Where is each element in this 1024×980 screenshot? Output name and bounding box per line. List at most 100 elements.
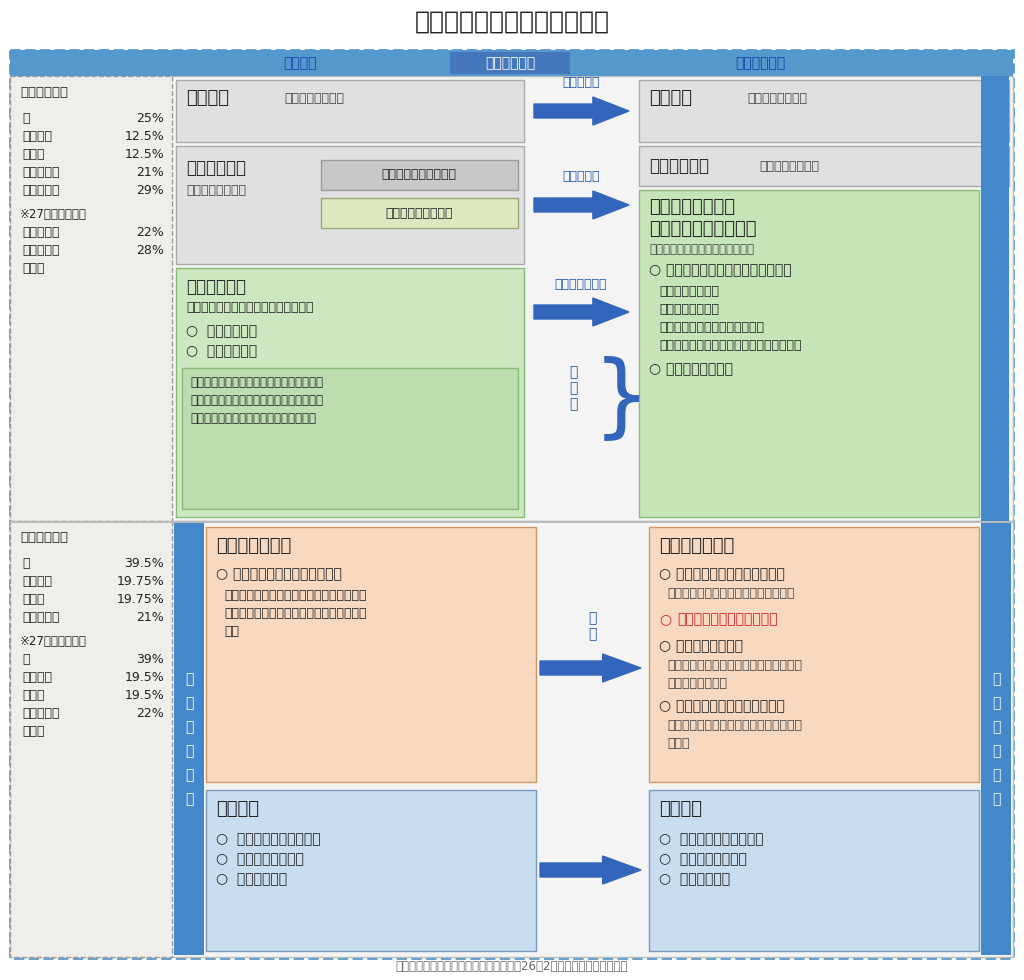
Text: 介護給付: 介護給付: [649, 89, 692, 107]
Text: 「介護保険制度の改定案について」平成26年2月厚生労働省老健局より: 「介護保険制度の改定案について」平成26年2月厚生労働省老健局より: [395, 959, 629, 972]
Text: に変更: に変更: [22, 262, 44, 275]
Text: （要介護１〜５）: （要介護１〜５）: [746, 91, 807, 105]
Text: 訪問介護、通所介護: 訪問介護、通所介護: [385, 207, 453, 220]
Bar: [176, 268, 524, 517]
Text: 新しい地域支援事業の全体像: 新しい地域支援事業の全体像: [415, 10, 609, 34]
Text: 都道府県: 都道府県: [22, 130, 52, 143]
Text: 支援: 支援: [224, 625, 239, 638]
Text: 【財源構成】: 【財源構成】: [20, 531, 68, 544]
Text: 置等）: 置等）: [667, 737, 689, 750]
Text: 支援者向け事業、介護予防支援事業。）: 支援者向け事業、介護予防支援事業。）: [190, 412, 316, 425]
Bar: [182, 368, 518, 509]
Text: ・介護予防ケアマネジメント、総合相談支: ・介護予防ケアマネジメント、総合相談支: [224, 589, 367, 602]
Bar: [176, 80, 524, 142]
Text: ○  その他の事業: ○ その他の事業: [216, 872, 287, 886]
Text: ○: ○: [659, 612, 671, 626]
Text: 地
域
支
援
事
業: 地 域 支 援 事 業: [992, 672, 1000, 806]
Bar: [10, 521, 1013, 957]
Text: １号保険料: １号保険料: [22, 166, 59, 179]
Text: 地
域
支
援
事
業: 地 域 支 援 事 業: [184, 672, 194, 806]
Text: に変更: に変更: [22, 725, 44, 738]
Text: 都道府県: 都道府県: [22, 671, 52, 684]
Text: （コーディネーターの配置、協議体の設: （コーディネーターの配置、協議体の設: [667, 719, 802, 732]
Text: 28%: 28%: [136, 244, 164, 257]
Text: 国: 国: [22, 557, 30, 570]
Text: 事業に移行: 事業に移行: [562, 171, 600, 183]
Bar: [649, 790, 979, 951]
Polygon shape: [534, 298, 629, 326]
Text: ○  二次予防事業: ○ 二次予防事業: [186, 324, 257, 338]
Text: 市町村: 市町村: [22, 593, 44, 606]
Text: ※27年度以降は、: ※27年度以降は、: [20, 208, 87, 221]
Bar: [639, 190, 979, 517]
Text: 包括的支援事業: 包括的支援事業: [659, 537, 734, 555]
Text: 市町村: 市町村: [22, 689, 44, 702]
Text: ○ 介護予防・生活支援サービス事業: ○ 介護予防・生活支援サービス事業: [649, 263, 792, 277]
Text: 19.75%: 19.75%: [117, 593, 164, 606]
Text: は、上記の他、生活支援サービスを含む要: は、上記の他、生活支援サービスを含む要: [190, 394, 323, 407]
Text: 又は介護予防・日常生活支援総合事業: 又は介護予防・日常生活支援総合事業: [186, 301, 313, 314]
Text: （要支援１〜２）: （要支援１〜２）: [186, 183, 246, 197]
Text: ・訪問型サービス: ・訪問型サービス: [659, 285, 719, 298]
Text: 12.5%: 12.5%: [124, 148, 164, 161]
Text: ２号保険料: ２号保険料: [22, 244, 59, 257]
Text: （要支援１〜２、それ以外の者）: （要支援１〜２、それ以外の者）: [649, 243, 754, 256]
Bar: [174, 523, 204, 955]
Text: １号保険料: １号保険料: [22, 611, 59, 624]
Text: 19.5%: 19.5%: [124, 671, 164, 684]
Polygon shape: [534, 97, 629, 125]
Text: 21%: 21%: [136, 166, 164, 179]
Text: 多
様
化: 多 様 化: [568, 365, 578, 412]
Bar: [176, 146, 524, 264]
Text: 日常生活支援総合事業: 日常生活支援総合事業: [649, 220, 757, 238]
Text: ○  介護給付費適正化事業: ○ 介護給付費適正化事業: [659, 832, 764, 846]
Text: （要介護１〜５）: （要介護１〜５）: [284, 91, 344, 105]
Text: 39%: 39%: [136, 653, 164, 666]
Text: ○  その他の事業: ○ その他の事業: [659, 872, 730, 886]
Polygon shape: [540, 654, 641, 682]
Bar: [321, 198, 518, 228]
Text: ＜見直し後＞: ＜見直し後＞: [735, 56, 785, 70]
Text: ＜現行＞: ＜現行＞: [284, 56, 316, 70]
Text: 39.5%: 39.5%: [124, 557, 164, 570]
Text: 訪問看護、福祉用具等: 訪問看護、福祉用具等: [382, 169, 457, 181]
Text: ※27年度以降は、: ※27年度以降は、: [20, 635, 87, 648]
Text: １号保険料: １号保険料: [22, 226, 59, 239]
Text: 介護保険制度: 介護保険制度: [485, 56, 536, 70]
Text: 12.5%: 12.5%: [124, 130, 164, 143]
Text: 介護予防事業: 介護予防事業: [186, 278, 246, 296]
Text: 【財源構成】: 【財源構成】: [20, 86, 68, 99]
Text: （介護予防・日常生活支援総合事業の場合: （介護予防・日常生活支援総合事業の場合: [190, 376, 323, 389]
Bar: [10, 521, 172, 957]
Text: 29%: 29%: [136, 184, 164, 197]
Text: 在宅医療・介護連携の推進: 在宅医療・介護連携の推進: [677, 612, 777, 626]
Text: 介護給付: 介護給付: [186, 89, 229, 107]
Text: 包括的支援事業: 包括的支援事業: [216, 537, 291, 555]
Text: 国: 国: [22, 112, 30, 125]
Text: 介護予防給付: 介護予防給付: [186, 159, 246, 177]
Text: 市町村: 市町村: [22, 148, 44, 161]
Text: 22%: 22%: [136, 707, 164, 720]
Bar: [450, 52, 570, 74]
Text: ○ 認知症施策の推進: ○ 認知症施策の推進: [659, 639, 743, 653]
Text: 19.5%: 19.5%: [124, 689, 164, 702]
Text: 全市町村で実施: 全市町村で実施: [555, 277, 607, 290]
Text: ○  介護給付費適正化事業: ○ 介護給付費適正化事業: [216, 832, 321, 846]
Text: ・通所型サービス: ・通所型サービス: [659, 303, 719, 316]
Text: ・介護予防支援事業（ケアマネジメント）: ・介護予防支援事業（ケアマネジメント）: [659, 339, 802, 352]
Bar: [10, 76, 1013, 521]
Text: 22%: 22%: [136, 226, 164, 239]
Text: 介護予防給付: 介護予防給付: [649, 157, 709, 175]
Text: }: }: [592, 355, 649, 443]
Text: 任意事業: 任意事業: [216, 800, 259, 818]
Text: 19.75%: 19.75%: [117, 575, 164, 588]
Text: 25%: 25%: [136, 112, 164, 125]
Text: 域支援推進員等）: 域支援推進員等）: [667, 677, 727, 690]
Text: 援業務、権利擁護業務、ケアマネジメント: 援業務、権利擁護業務、ケアマネジメント: [224, 607, 367, 620]
Text: （認知症初期集中支援チーム、認知症地: （認知症初期集中支援チーム、認知症地: [667, 659, 802, 672]
Bar: [206, 790, 536, 951]
Bar: [206, 527, 536, 782]
Text: ○  一次予防事業: ○ 一次予防事業: [186, 344, 257, 358]
Text: ○ 生活支援サービスの体制整備: ○ 生活支援サービスの体制整備: [659, 699, 784, 713]
Text: ○ 地域包括支援センターの運営: ○ 地域包括支援センターの運営: [659, 567, 784, 581]
